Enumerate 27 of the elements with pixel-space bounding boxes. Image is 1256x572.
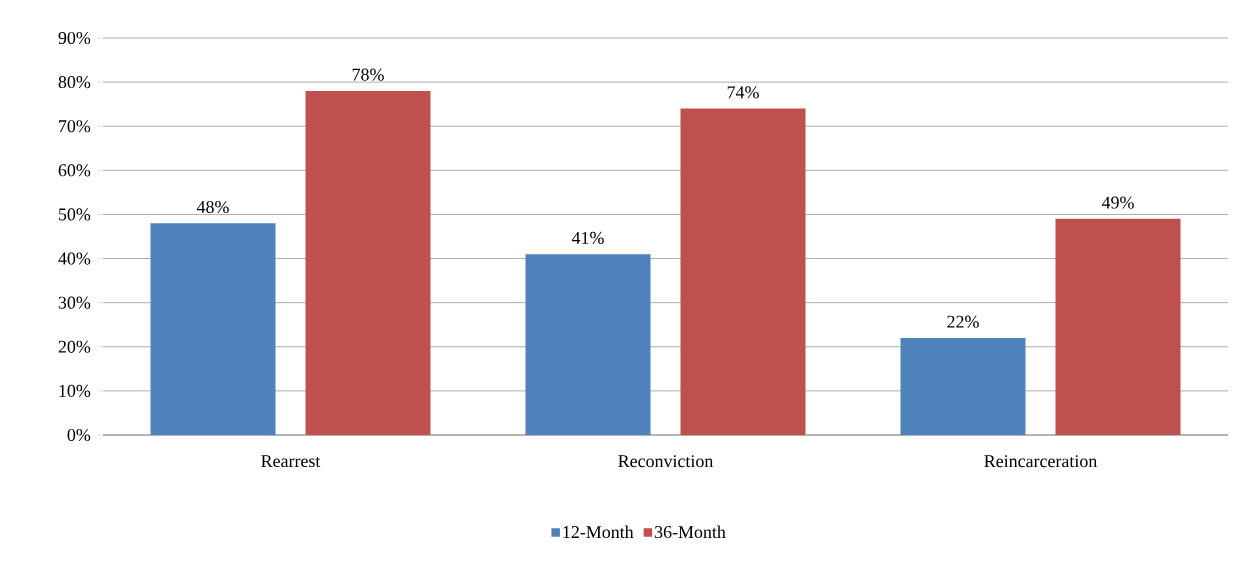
data-label: 22% — [947, 315, 979, 328]
data-label: 48% — [196, 200, 229, 214]
legend-label: 12-Month — [563, 525, 634, 539]
bar — [305, 90, 431, 435]
y-tick-label: 80% — [58, 76, 91, 89]
y-tick-label: 0% — [67, 428, 91, 442]
y-tick-label: 20% — [58, 340, 91, 353]
bar — [150, 223, 276, 435]
data-label: 78% — [352, 68, 384, 81]
legend-label: 36-Month — [654, 525, 726, 539]
x-tick-label: Reincarceration — [984, 455, 1098, 468]
x-tick-label: Reconviction — [618, 455, 714, 468]
y-tick-label: 40% — [58, 252, 91, 265]
bar — [680, 108, 806, 435]
y-tick-label: 10% — [59, 384, 91, 397]
y-tick-label: 30% — [58, 296, 91, 309]
y-tick-label: 50% — [59, 208, 91, 221]
data-label: 41% — [571, 231, 604, 244]
y-tick-label: 60% — [58, 164, 91, 177]
x-tick-label: Rearrest — [261, 455, 321, 468]
bar — [900, 337, 1026, 435]
bar — [1055, 218, 1181, 435]
data-label: 74% — [727, 86, 759, 99]
bar — [525, 254, 651, 435]
data-label: 49% — [1101, 196, 1134, 209]
y-tick-label: 90% — [58, 31, 91, 45]
y-tick-label: 70% — [59, 120, 91, 133]
